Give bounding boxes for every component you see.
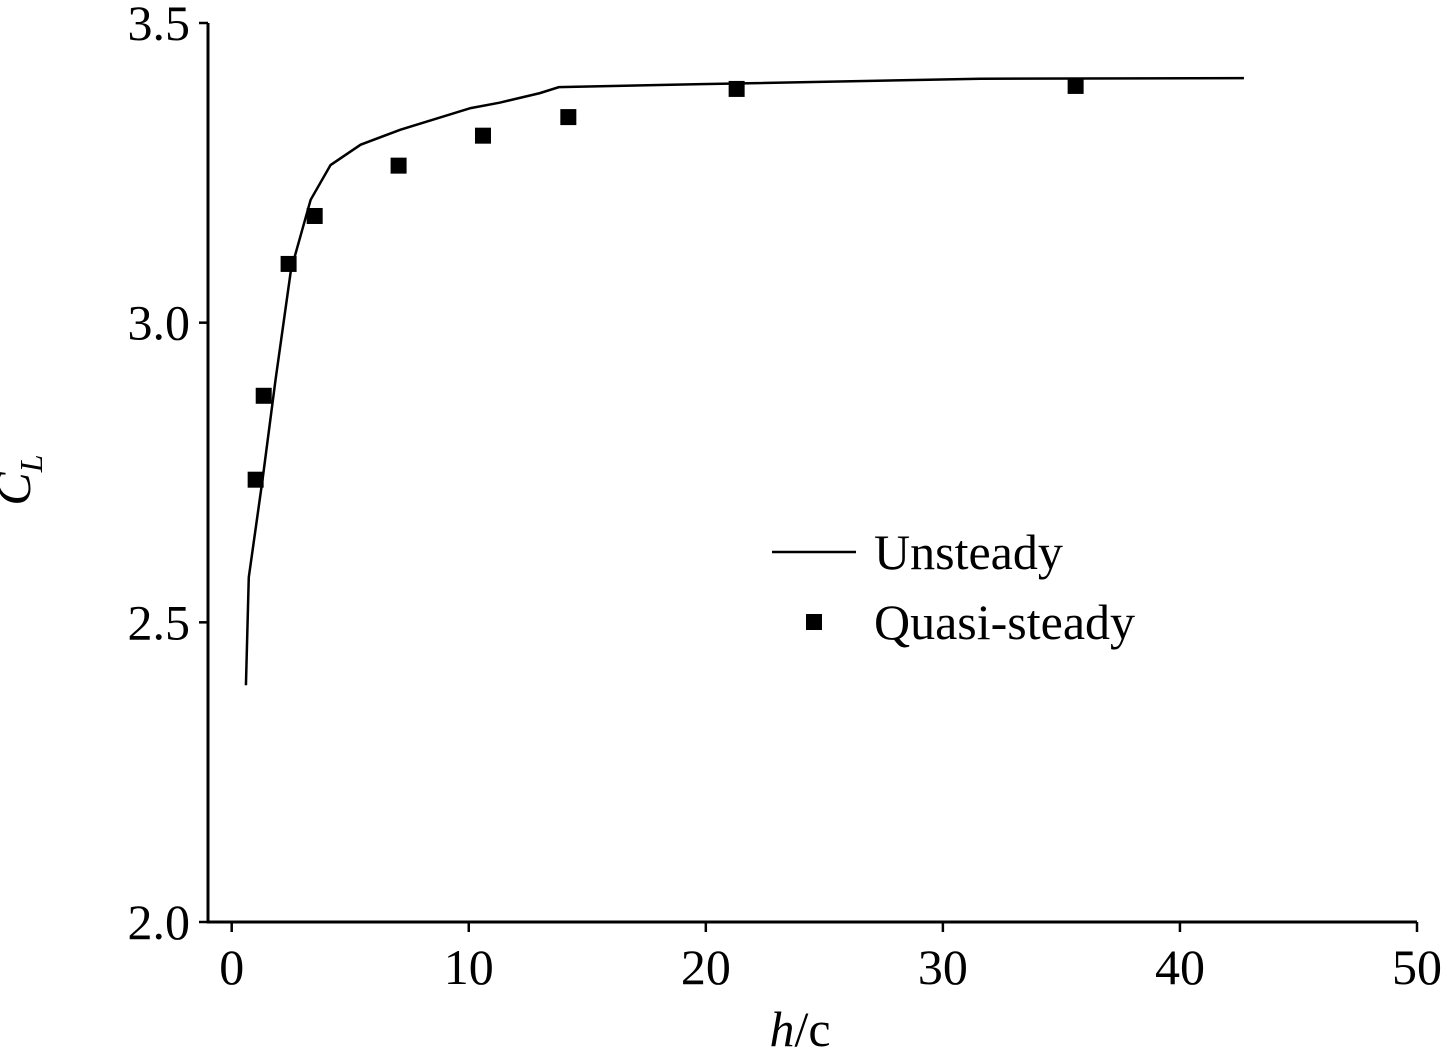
y-axis-label: CL [0, 454, 49, 505]
marker [255, 387, 272, 404]
x-label-rest: /c [794, 1001, 830, 1053]
x-tick-label: 20 [681, 939, 731, 995]
y-label-main: C [0, 472, 41, 506]
x-label-main: h [769, 1001, 794, 1053]
marker [306, 207, 323, 224]
line-series [244, 76, 1244, 686]
x-axis-label: h/c [769, 1001, 830, 1053]
legend-marker [806, 614, 822, 630]
y-label-sub: L [13, 454, 49, 473]
y-tick-label: 3.0 [128, 295, 191, 351]
x-tick-label: 0 [219, 939, 244, 995]
marker [1067, 77, 1084, 94]
y-tick-label: 3.5 [128, 0, 191, 51]
x-tick-label: 40 [1155, 939, 1205, 995]
legend-label: Unsteady [874, 524, 1063, 580]
marker [474, 127, 491, 144]
x-tick-label: 50 [1392, 939, 1442, 995]
marker [390, 157, 407, 174]
y-tick-label: 2.0 [128, 894, 191, 950]
marker [560, 109, 577, 126]
marker [728, 80, 745, 97]
x-tick-label: 10 [444, 939, 494, 995]
marker [280, 255, 297, 272]
y-tick-label: 2.5 [128, 594, 191, 650]
legend-label: Quasi-steady [874, 594, 1135, 650]
marker [247, 471, 264, 488]
x-tick-label: 30 [918, 939, 968, 995]
